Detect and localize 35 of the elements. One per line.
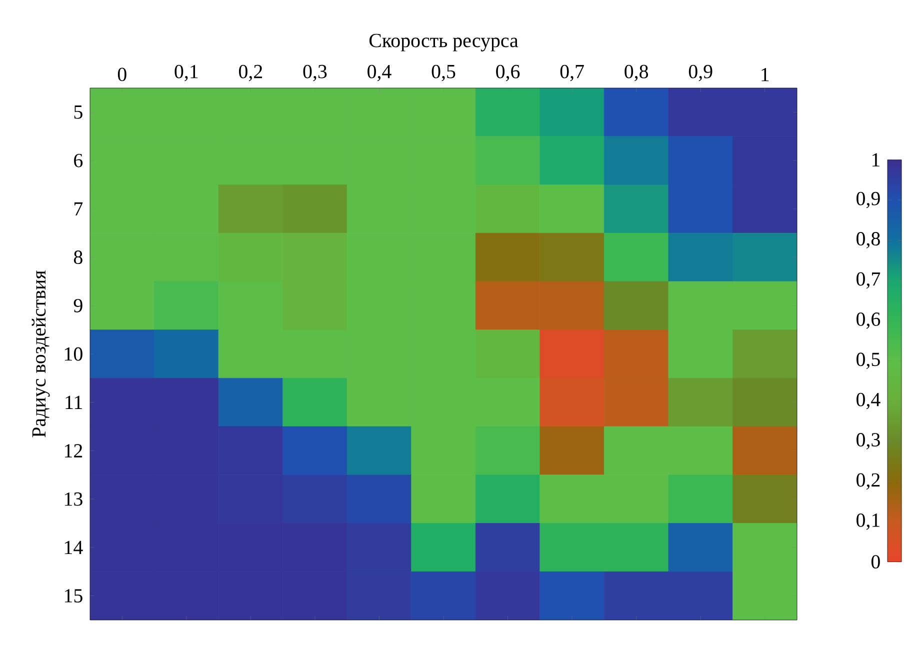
color-bar-label: 0,2 (856, 473, 880, 490)
x-tick-label: 0,5 (432, 64, 456, 82)
y-tick-label: 8 (74, 250, 82, 264)
color-bar-label: 0,8 (856, 232, 880, 248)
y-tick-label: 6 (74, 154, 83, 168)
x-tick-label: 0,6 (496, 64, 520, 82)
y-tick-label: 15 (64, 589, 82, 602)
x-tick-label: 0,1 (174, 64, 198, 82)
color-bar-label: 0 (871, 555, 880, 569)
color-bar-label: 0,5 (856, 352, 880, 369)
y-tick-label: 14 (64, 540, 83, 554)
x-tick-label: 0,7 (560, 64, 584, 82)
color-bar-label: 0,9 (856, 192, 880, 208)
x-tick-label: 0,8 (624, 64, 648, 82)
color-bar-label: 0,3 (856, 433, 880, 450)
x-tick-label: 0,3 (303, 64, 327, 82)
y-tick-label: 11 (66, 396, 82, 409)
color-bar-label: 0,1 (856, 513, 880, 530)
y-tick-label: 13 (64, 492, 82, 506)
y-tick-label: 9 (74, 298, 82, 312)
x-tick-label: 0,4 (368, 64, 392, 82)
color-bar-label: 0,6 (856, 312, 880, 329)
color-bar-label: 0,7 (856, 272, 880, 289)
color-bar-label: 1 (872, 153, 880, 166)
x-tick-label: 0,9 (688, 64, 712, 82)
x-tick-label: 0 (118, 68, 126, 82)
color-bar-label: 0,4 (856, 392, 880, 410)
x-tick-label: 1 (762, 68, 769, 82)
y-tick-label: 10 (64, 347, 82, 361)
y-tick-label: 12 (64, 444, 82, 458)
y-axis-title: Радиус воздействия (32, 270, 50, 438)
x-tick-label: 0,2 (238, 64, 262, 82)
y-tick-label: 5 (74, 106, 82, 119)
x-axis-title: Скорость ресурса (369, 34, 518, 52)
y-tick-label: 7 (74, 202, 83, 216)
